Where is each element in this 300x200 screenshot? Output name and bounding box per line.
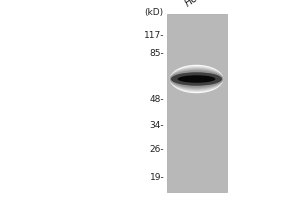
Bar [167,14,226,192]
Ellipse shape [178,75,215,83]
Text: 48-: 48- [150,95,164,104]
Text: 19-: 19- [150,172,164,182]
Text: HeLa: HeLa [184,0,209,9]
Text: (kD): (kD) [144,8,164,18]
Text: 85-: 85- [150,48,164,58]
Ellipse shape [170,67,223,91]
Ellipse shape [170,65,223,93]
Ellipse shape [171,72,222,86]
Ellipse shape [170,69,223,89]
Text: 117-: 117- [144,30,164,40]
Text: 34-: 34- [150,120,164,130]
Ellipse shape [170,66,223,92]
Ellipse shape [170,70,223,88]
Ellipse shape [170,68,223,90]
Text: 26-: 26- [150,144,164,154]
